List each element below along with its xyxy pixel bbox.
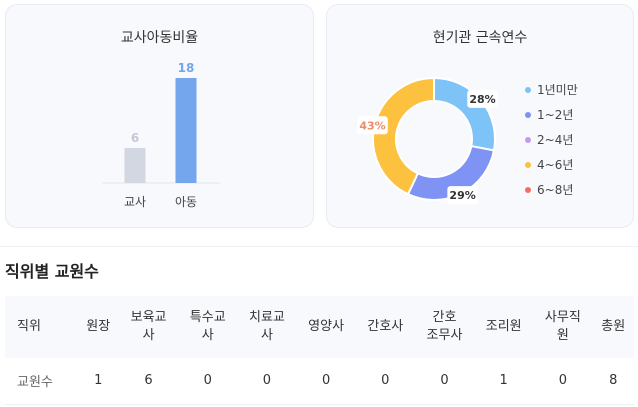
ratio-bar-chart: 6 교사 18 아동 bbox=[102, 61, 220, 209]
cell-2: 0 bbox=[203, 373, 212, 389]
cell-9: 8 bbox=[609, 373, 618, 389]
bar-0 bbox=[124, 148, 146, 183]
cell-1: 6 bbox=[144, 373, 153, 389]
legend-dot-icon bbox=[525, 86, 531, 93]
column-header-7: 조리원 bbox=[485, 319, 522, 334]
section-divider bbox=[0, 246, 638, 247]
bar-category-label-1: 아동 bbox=[175, 195, 197, 209]
bar-value-label-1: 18 bbox=[178, 61, 195, 75]
cell-7: 1 bbox=[499, 373, 508, 389]
tenure-chart-title: 현기관 근속연수 bbox=[432, 30, 528, 46]
column-header-4: 영양사 bbox=[308, 319, 345, 334]
tenure-card: 현기관 근속연수 28% 29% 43% 1년미만 1~2년 2~4년 4~6년 6~8년 bbox=[326, 4, 634, 228]
bar-value-label-0: 6 bbox=[131, 131, 139, 145]
legend-item-4: 6~8년 bbox=[525, 177, 578, 202]
column-header-3: 치료교 사 bbox=[248, 310, 285, 343]
cell-0: 1 bbox=[94, 373, 103, 389]
column-header-9: 총원 bbox=[601, 319, 626, 334]
column-header-1: 보육교 사 bbox=[130, 310, 167, 343]
legend-dot-icon bbox=[525, 136, 531, 143]
bar-category-label-0: 교사 bbox=[124, 195, 146, 209]
column-header-0: 원장 bbox=[86, 319, 111, 334]
legend-label: 2~4년 bbox=[537, 133, 574, 147]
legend-dot-icon bbox=[525, 161, 531, 168]
legend-item-3: 4~6년 bbox=[525, 152, 578, 177]
header-position: 직위 bbox=[17, 319, 41, 334]
cell-3: 0 bbox=[262, 373, 272, 389]
bar-1 bbox=[175, 78, 197, 183]
legend-dot-icon bbox=[525, 186, 531, 193]
donut-value-label-1: 29% bbox=[449, 189, 475, 202]
legend-label: 6~8년 bbox=[537, 183, 574, 197]
legend-item-2: 2~4년 bbox=[525, 127, 578, 152]
cell-5: 0 bbox=[381, 373, 390, 389]
column-header-6: 간호 조무사 bbox=[426, 310, 463, 343]
tenure-donut-chart: 28% 29% 43% bbox=[357, 76, 498, 205]
legend-item-1: 1~2년 bbox=[525, 102, 578, 127]
column-header-8: 사무직 원 bbox=[544, 310, 581, 343]
donut-label-bg-1 bbox=[447, 186, 478, 205]
legend-item-0: 1년미만 bbox=[525, 77, 578, 102]
donut-label-bg-3 bbox=[357, 116, 388, 135]
cell-4: 0 bbox=[321, 373, 331, 389]
table-row: 교원수 1 6 0 0 0 0 0 1 0 8 bbox=[5, 358, 634, 404]
row-label: 교원수 bbox=[17, 375, 53, 391]
donut-value-label-0: 28% bbox=[469, 93, 495, 106]
tenure-legend: 1년미만 1~2년 2~4년 4~6년 6~8년 bbox=[525, 77, 578, 202]
donut-value-label-3: 43% bbox=[359, 119, 385, 132]
column-header-2: 특수교 사 bbox=[189, 310, 226, 343]
teacher-child-ratio-card: 교사아동비율 6 교사 18 아동 bbox=[5, 4, 314, 228]
column-header-5: 간호사 bbox=[367, 319, 404, 334]
cell-6: 0 bbox=[440, 373, 449, 389]
staff-table: 직위 원장 보육교 사 특수교 사 치료교 사 영양사 간호사 간호 조무사 조리원 사무직 원 총원 교원… bbox=[5, 296, 634, 405]
ratio-chart-title: 교사아동비율 bbox=[120, 30, 199, 46]
legend-label: 4~6년 bbox=[537, 158, 574, 172]
donut-slice-3 bbox=[372, 76, 435, 196]
staff-table-header: 직위 원장 보육교 사 특수교 사 치료교 사 영양사 간호사 간호 조무사 조리원 사무직 원 총원 bbox=[5, 296, 634, 358]
cell-8: 0 bbox=[558, 373, 568, 389]
donut-slice-0 bbox=[433, 76, 496, 152]
legend-label: 1~2년 bbox=[537, 108, 574, 122]
legend-label: 1년미만 bbox=[537, 83, 578, 97]
donut-label-bg-0 bbox=[467, 89, 498, 108]
staff-section-title: 직위별 교원수 bbox=[5, 262, 99, 281]
legend-dot-icon bbox=[525, 111, 531, 118]
